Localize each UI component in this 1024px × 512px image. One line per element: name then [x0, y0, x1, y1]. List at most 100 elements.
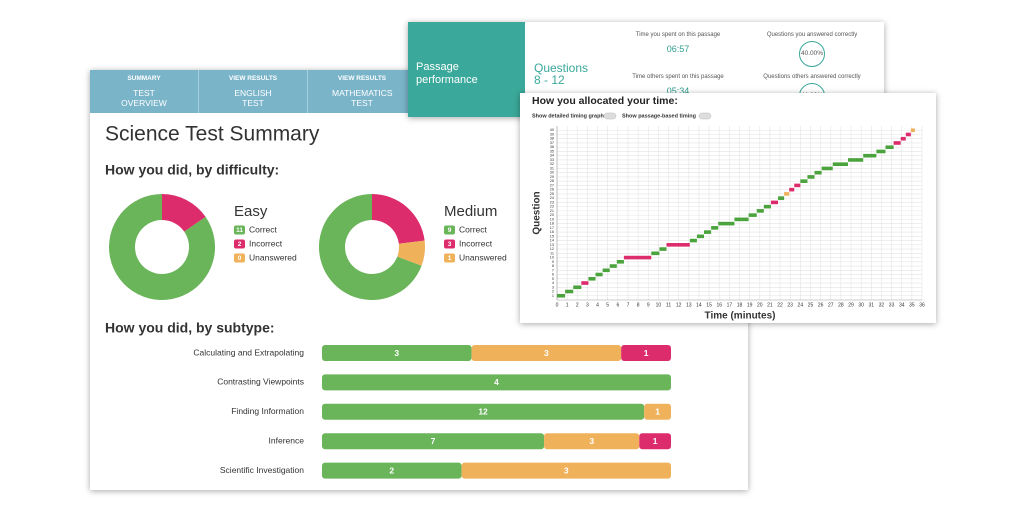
- subtype-bar-segment: [322, 345, 472, 361]
- y-tick-label: 4: [552, 281, 554, 285]
- x-tick-label: 10: [656, 302, 662, 308]
- tab-label: TEST OVERVIEW: [121, 88, 167, 108]
- time-segment: [905, 132, 911, 137]
- tab[interactable]: VIEW RESULTS MATHEMATICS TEST: [308, 70, 417, 113]
- y-tick-label: 15: [550, 234, 554, 238]
- x-tick-label: 19: [747, 302, 753, 308]
- y-tick-label: 20: [550, 213, 554, 217]
- tab-caption: VIEW RESULTS: [337, 75, 387, 82]
- donut-slice: [162, 194, 206, 232]
- questions-block: Questions 8 - 12: [534, 62, 588, 86]
- tab-label: MATHEMATICS TEST: [332, 88, 393, 108]
- time-segment: [588, 276, 596, 281]
- y-tick-label: 16: [550, 230, 554, 234]
- time-segment: [876, 149, 886, 154]
- timing-chart: How you allocated your time: Time (minut…: [532, 95, 925, 322]
- subtype-bar-segment: [461, 462, 671, 479]
- y-tick-label: 12: [550, 247, 554, 251]
- x-tick-label: 21: [767, 302, 773, 308]
- x-tick-label: 25: [808, 302, 814, 308]
- legend-badge: [234, 253, 245, 263]
- toggle-switch[interactable]: [698, 112, 712, 120]
- questions-range: 8 - 12: [534, 73, 565, 87]
- difficulty-heading: How you did, by difficulty:: [105, 162, 279, 178]
- legend-badge: [444, 239, 455, 249]
- x-tick-label: 28: [838, 302, 844, 308]
- x-tick-label: 2: [576, 302, 579, 308]
- x-tick-label: 33: [889, 302, 895, 308]
- donut-slice: [372, 194, 425, 244]
- x-tick-label: 16: [716, 302, 722, 308]
- donut-slice: [319, 194, 422, 300]
- passage-title: Passage performance: [416, 61, 478, 86]
- legend-badge: [444, 225, 455, 235]
- y-tick-label: 19: [550, 217, 554, 221]
- x-tick-label: 23: [787, 302, 793, 308]
- tab-caption: VIEW RESULTS: [228, 75, 278, 82]
- time-segment: [748, 213, 757, 217]
- y-tick-label: 24: [550, 196, 554, 200]
- y-tick-label: 9: [552, 260, 554, 264]
- subtype-bar-segment: [322, 433, 545, 450]
- stat: Questions you answered correctly 40.00%: [747, 32, 877, 67]
- subtype-bar-label: 3: [564, 465, 569, 475]
- difficulty-label: Medium: [444, 203, 497, 220]
- subtype-label: Inference: [269, 435, 305, 445]
- tab[interactable]: VIEW RESULTS ENGLISH TEST: [199, 70, 308, 113]
- subtype-bar-label: 7: [431, 436, 436, 446]
- y-tick-label: 30: [550, 171, 554, 175]
- legend-label: Incorrect: [249, 238, 283, 248]
- x-tick-label: 7: [627, 302, 630, 308]
- x-tick-label: 9: [647, 302, 650, 308]
- y-tick-label: 3: [552, 285, 554, 289]
- x-tick-label: 27: [828, 302, 834, 308]
- x-tick-label: 3: [586, 302, 589, 308]
- time-segment: [863, 153, 877, 158]
- toggle-switch[interactable]: [603, 112, 617, 120]
- subtype-label: Finding Information: [231, 406, 304, 416]
- time-segment: [557, 293, 566, 298]
- stat-label: Time you spent on this passage: [635, 32, 721, 38]
- subtype-heading: How you did, by subtype:: [105, 320, 275, 336]
- donut-slice: [109, 194, 215, 300]
- stat-label: Questions you answered correctly: [766, 32, 858, 38]
- time-segment: [885, 145, 894, 150]
- y-tick-label: 8: [552, 264, 554, 268]
- tab[interactable]: SUMMARY TEST OVERVIEW: [90, 70, 199, 113]
- legend-count: 2: [238, 241, 242, 248]
- legend-badge: [234, 225, 245, 235]
- y-tick-label: 32: [550, 162, 554, 166]
- legend-count: 0: [238, 255, 242, 262]
- x-tick-label: 17: [727, 302, 733, 308]
- y-tick-label: 10: [550, 256, 554, 260]
- time-segment: [893, 141, 901, 145]
- donut-slice: [397, 240, 425, 266]
- summary-title: Science Test Summary: [105, 123, 320, 146]
- time-segment: [666, 243, 690, 247]
- time-segment: [573, 285, 582, 290]
- stat-value: 40.00%: [799, 41, 825, 67]
- questions-label: Questions: [534, 61, 589, 75]
- legend-badge: [444, 253, 455, 263]
- time-segment: [910, 128, 915, 133]
- subtype-bar-segment: [544, 433, 640, 450]
- x-tick-label: 15: [706, 302, 712, 308]
- y-tick-label: 28: [550, 179, 554, 183]
- y-tick-label: 13: [550, 243, 554, 247]
- legend-badge: [234, 239, 245, 249]
- time-segment: [807, 175, 815, 179]
- subtype-bar-label: 1: [644, 348, 649, 358]
- y-tick-label: 7: [552, 268, 554, 272]
- time-segment: [756, 209, 764, 213]
- time-segment: [770, 200, 779, 205]
- y-tick-label: 39: [550, 132, 554, 136]
- y-tick-label: 23: [550, 200, 554, 204]
- time-segment: [821, 166, 833, 171]
- y-tick-label: 17: [550, 226, 554, 230]
- x-tick-label: 6: [616, 302, 619, 308]
- x-tick-label: 20: [757, 302, 763, 308]
- subtype-bar-segment: [322, 403, 645, 420]
- legend-label: Incorrect: [459, 238, 493, 248]
- x-tick-label: 5: [606, 302, 609, 308]
- y-tick-label: 5: [552, 277, 554, 281]
